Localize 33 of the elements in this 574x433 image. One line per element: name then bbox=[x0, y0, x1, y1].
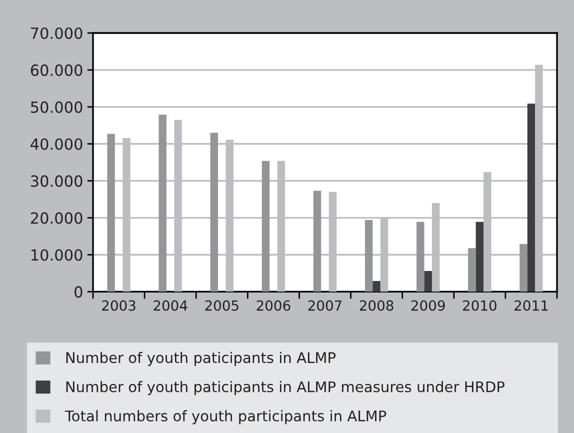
y-tick-label: 60.000 bbox=[30, 64, 82, 76]
bar bbox=[476, 222, 484, 292]
bar bbox=[158, 114, 166, 292]
y-tick-label: 40.000 bbox=[30, 138, 82, 150]
x-tick-label: 2007 bbox=[308, 300, 342, 311]
x-tick-label: 2006 bbox=[256, 300, 290, 311]
x-tick-label: 2010 bbox=[463, 300, 496, 311]
y-tick-label: 50.000 bbox=[31, 101, 82, 113]
y-tick-label: 20.000 bbox=[30, 212, 82, 224]
x-tick-label: 2011 bbox=[514, 300, 548, 311]
legend-label: Number of youth paticipants in ALMP bbox=[66, 352, 336, 366]
bar bbox=[520, 244, 528, 292]
y-tick-label: 0 bbox=[74, 286, 82, 298]
y-tick-label: 30.000 bbox=[30, 175, 82, 187]
x-tick-label: 2005 bbox=[205, 300, 238, 311]
bar bbox=[210, 132, 218, 292]
x-tick-label: 2008 bbox=[360, 300, 394, 311]
x-tick-label: 2003 bbox=[102, 300, 136, 311]
bar bbox=[262, 160, 270, 292]
bar bbox=[468, 248, 476, 292]
bar bbox=[527, 104, 536, 292]
legend-label: Number of youth paticipants in ALMP measures under HRDP bbox=[66, 381, 504, 396]
bar bbox=[107, 134, 115, 292]
bar bbox=[364, 220, 373, 292]
x-tick-label: 2004 bbox=[154, 300, 188, 311]
bar bbox=[424, 271, 432, 292]
x-tick-label: 2009 bbox=[411, 300, 445, 311]
bar bbox=[313, 190, 322, 292]
y-tick-label: 70.000 bbox=[31, 27, 82, 40]
bar bbox=[416, 222, 424, 292]
bar bbox=[372, 280, 380, 292]
y-tick-label: 10.000 bbox=[32, 249, 82, 261]
legend-label: Total numbers of youth participants in ALMP bbox=[64, 410, 386, 424]
